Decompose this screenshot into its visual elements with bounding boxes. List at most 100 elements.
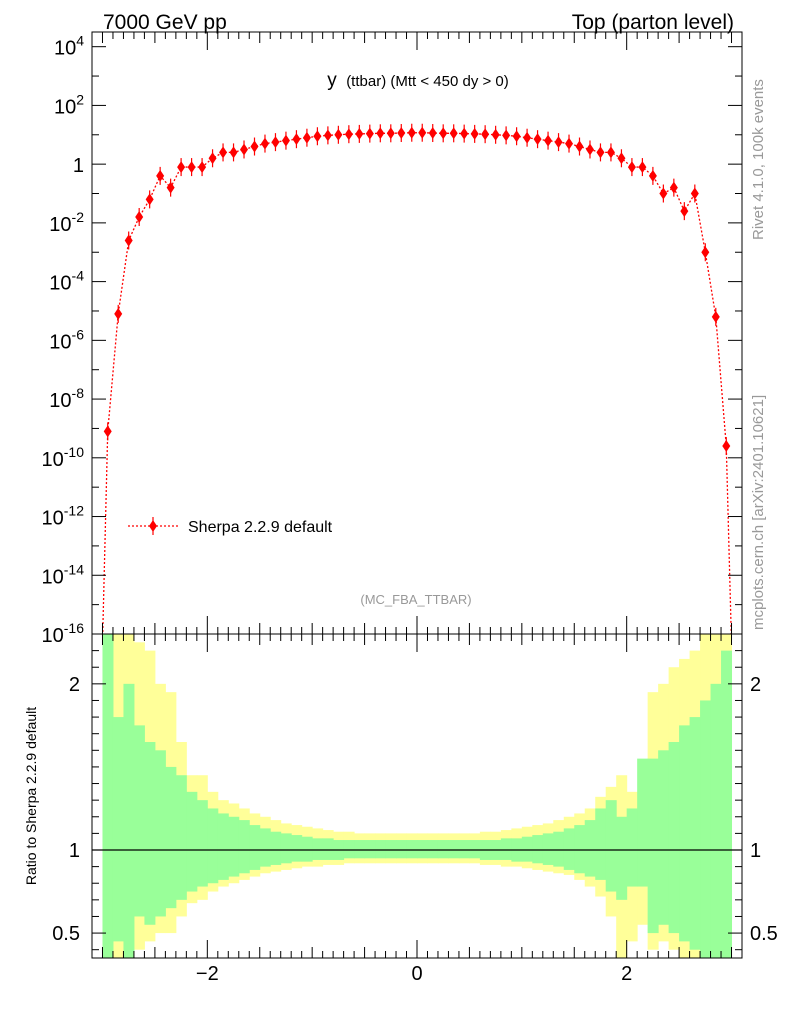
ticks: 104102110-210-410-610-810-1010-1210-1410… [42, 32, 778, 985]
green-band-bin [154, 750, 166, 917]
rivet-label: Rivet 4.1.0, 100k events [750, 79, 767, 240]
series-point [627, 161, 636, 174]
ratio-ytick-label-right: 0.5 [750, 923, 778, 945]
green-band-bin [458, 840, 470, 859]
green-band-bin [133, 725, 145, 917]
series-point [334, 128, 343, 141]
series-point [260, 137, 269, 150]
ratio-xtick-label: −2 [196, 963, 219, 985]
green-band-bin [532, 835, 544, 864]
legend-point [149, 520, 157, 532]
series-point [166, 181, 175, 194]
green-band-bin [123, 683, 135, 958]
green-band-bin [500, 838, 512, 860]
main-ytick-label: 10-12 [42, 503, 85, 530]
series-point [250, 140, 259, 153]
green-band-bin [647, 758, 659, 934]
green-band-bin [417, 840, 428, 859]
green-band-bin [375, 840, 387, 859]
series-point [135, 211, 144, 224]
green-band-bin [626, 808, 638, 887]
series-point [418, 126, 427, 139]
green-band-bin [469, 840, 481, 859]
series-point [365, 127, 374, 140]
series-point [397, 127, 406, 140]
series-point [502, 129, 511, 142]
legend-label: Sherpa 2.2.9 default [188, 519, 333, 536]
series-point [565, 137, 574, 150]
main-ytick-label: 1 [73, 155, 84, 177]
ratio-ytick-label-left: 2 [69, 674, 80, 696]
plot-title: y (ttbar) (Mtt < 450 dy > 0) [327, 70, 509, 91]
series-point [701, 246, 710, 259]
series-point [292, 133, 301, 146]
series-point [198, 161, 207, 174]
series-point [449, 127, 458, 140]
series-point [596, 146, 605, 159]
series-point [711, 310, 720, 323]
series-line [102, 132, 732, 634]
series-point [690, 187, 699, 200]
series-point [648, 169, 657, 182]
green-band-bin [312, 838, 324, 860]
green-band-bin [364, 840, 376, 859]
series-point [156, 169, 165, 182]
green-band-bin [249, 825, 261, 870]
main-frame [91, 31, 743, 635]
series-point [355, 127, 364, 140]
header-right-label: Top (parton level) [572, 11, 734, 34]
green-band-bin [637, 758, 649, 887]
green-band-bin [144, 742, 156, 925]
series-point [271, 136, 280, 149]
green-band-bin [301, 836, 313, 862]
green-band-bin [112, 717, 124, 942]
ratio-xtick-label: 2 [621, 963, 632, 985]
green-band-bin [175, 775, 187, 900]
series-point [240, 143, 249, 156]
ratio-ytick-label-right: 1 [750, 840, 761, 862]
series-point [470, 127, 479, 140]
green-band-bin [605, 800, 617, 892]
green-band-bin [721, 650, 733, 958]
green-band-bin [668, 742, 680, 934]
series-point [114, 307, 123, 320]
green-band-bin [217, 813, 229, 880]
series-point [323, 129, 332, 142]
series-point [460, 127, 469, 140]
analysis-label: (MC_FBA_TTBAR) [360, 592, 471, 607]
ratio-bands [92, 634, 742, 958]
green-band-bin [616, 816, 628, 900]
series-point [124, 234, 133, 247]
green-band-bin [574, 825, 586, 874]
series-point [491, 128, 500, 141]
main-ytick-label: 10-16 [42, 620, 85, 647]
green-band-bin [228, 816, 240, 877]
ratio-ytick-label-right: 2 [750, 674, 761, 696]
green-band-bin [280, 833, 292, 864]
plot-title-detail: (ttbar) (Mtt < 450 dy > 0) [346, 73, 509, 90]
ratio-ytick-label-left: 0.5 [52, 923, 80, 945]
green-band-bin [689, 717, 701, 950]
header-left-label: 7000 GeV pp [103, 11, 227, 34]
legend-marker [128, 517, 178, 535]
series-point [544, 134, 553, 147]
series-point [585, 143, 594, 156]
series-point [669, 181, 678, 194]
green-band-bin [700, 700, 712, 958]
green-band-bin [238, 820, 250, 874]
series-point [659, 187, 668, 200]
series-point [439, 127, 448, 140]
series-point [638, 161, 647, 174]
green-band-bin [542, 833, 554, 865]
series-point [344, 128, 353, 141]
series-point [523, 131, 532, 144]
green-band-bin [343, 840, 355, 859]
ratio-ylabel: Ratio to Sherpa 2.2.9 default [23, 707, 39, 885]
ratio-xtick-label: 0 [411, 963, 422, 985]
green-band-bin [196, 800, 208, 887]
series-point [617, 152, 626, 165]
series-point [219, 146, 228, 159]
series-point [376, 127, 385, 140]
main-series [102, 123, 732, 634]
